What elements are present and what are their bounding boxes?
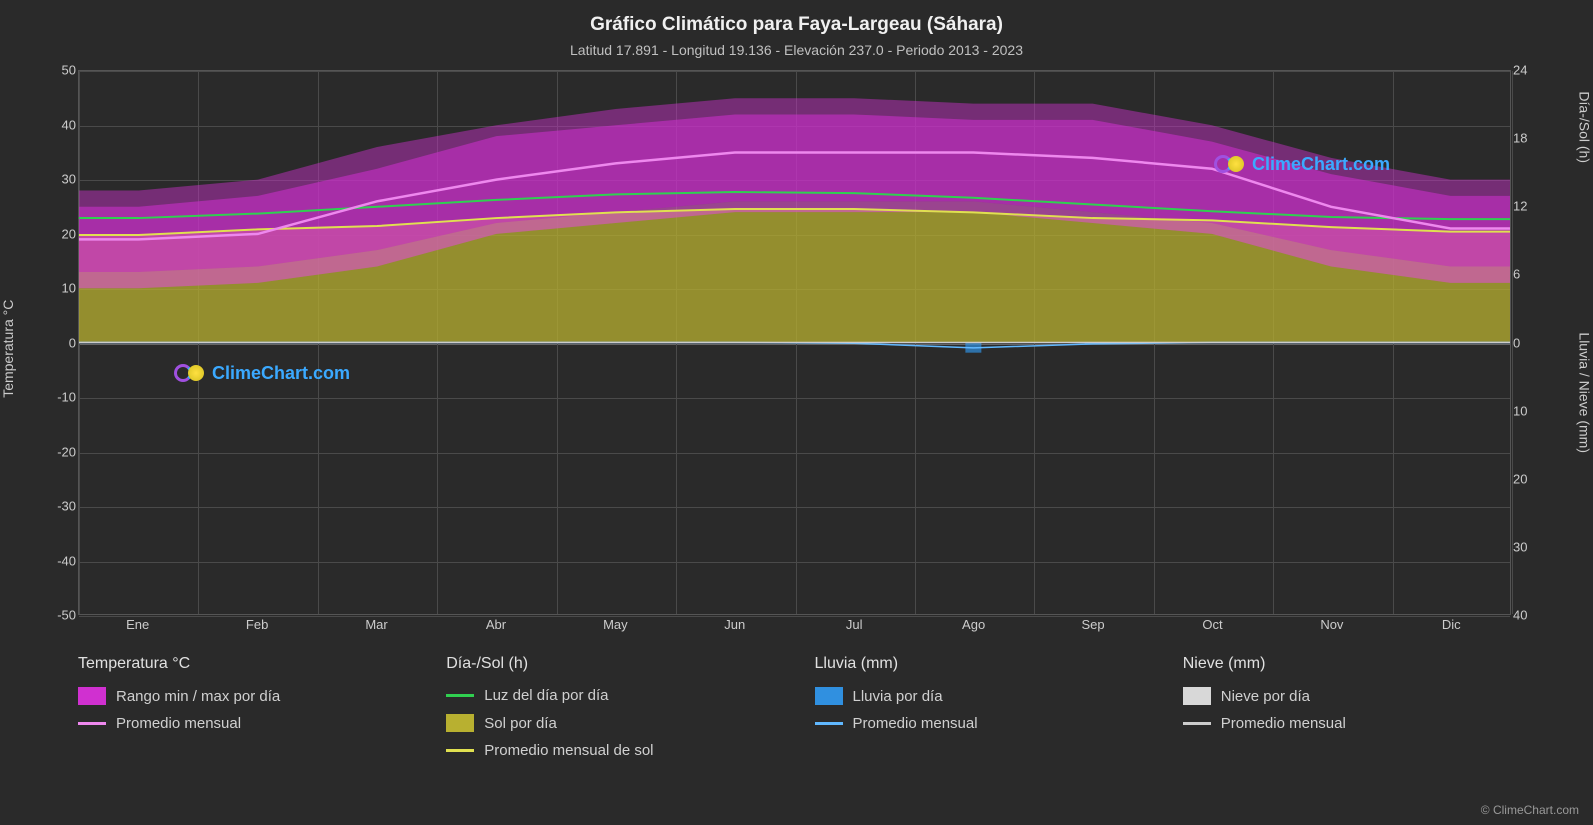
legend-item: Nieve por día — [1183, 687, 1511, 705]
legend-label: Sol por día — [484, 715, 557, 732]
plot-area: ClimeChart.com ClimeChart.com — [78, 70, 1511, 615]
legend-area: Temperatura °C Rango min / max por día Pro… — [78, 655, 1511, 805]
y-tick-left: 40 — [28, 117, 76, 132]
y-tick-right: 24 — [1513, 63, 1561, 78]
x-axis-ticks: Ene Feb Mar Abr May Jun Jul Ago Sep Oct Nov Dic — [78, 617, 1511, 637]
watermark-upper: ClimeChart.com — [1214, 153, 1390, 175]
y-axis-right-ticks: 2418126010203040 — [1513, 70, 1561, 615]
x-tick-month: Ago — [962, 617, 985, 632]
climechart-logo-icon — [174, 362, 206, 384]
y-tick-right: 20 — [1513, 471, 1561, 486]
legend-column: Nieve (mm) Nieve por día Promedio mensual — [1183, 655, 1511, 805]
x-tick-month: Jul — [846, 617, 863, 632]
y-tick-right: 12 — [1513, 199, 1561, 214]
x-tick-month: Ene — [126, 617, 149, 632]
legend-swatch — [815, 722, 843, 725]
legend-item: Luz del día por día — [446, 687, 774, 704]
x-tick-month: Sep — [1081, 617, 1104, 632]
legend-swatch — [1183, 722, 1211, 725]
legend-swatch — [446, 714, 474, 732]
legend-item: Promedio mensual de sol — [446, 742, 774, 759]
copyright-text: © ClimeChart.com — [1481, 803, 1579, 817]
y-tick-right: 0 — [1513, 335, 1561, 350]
legend-column: Temperatura °C Rango min / max por día Pro… — [78, 655, 406, 805]
legend-label: Promedio mensual — [116, 715, 241, 732]
legend-title: Nieve (mm) — [1183, 655, 1511, 673]
x-tick-month: Dic — [1442, 617, 1461, 632]
y-axis-left-ticks: 50403020100-10-20-30-40-50 — [28, 70, 76, 615]
y-axis-right-label-top: Día-/Sol (h) — [1577, 91, 1593, 163]
rain-avg-line — [79, 343, 1510, 348]
legend-item: Lluvia por día — [815, 687, 1143, 705]
legend-label: Promedio mensual de sol — [484, 742, 653, 759]
y-tick-right: 18 — [1513, 131, 1561, 146]
y-axis-right-label-bottom: Lluvia / Nieve (mm) — [1577, 332, 1593, 453]
y-tick-left: -50 — [28, 608, 76, 623]
climate-chart: Gráfico Climático para Faya-Largeau (Sáh… — [0, 0, 1593, 825]
legend-label: Promedio mensual — [1221, 715, 1346, 732]
chart-subtitle: Latitud 17.891 - Longitud 19.136 - Eleva… — [0, 36, 1593, 58]
legend-swatch — [1183, 687, 1211, 705]
legend-label: Lluvia por día — [853, 688, 943, 705]
legend-title: Día-/Sol (h) — [446, 655, 774, 673]
y-tick-left: 30 — [28, 172, 76, 187]
x-tick-month: May — [603, 617, 628, 632]
y-tick-left: 20 — [28, 226, 76, 241]
y-tick-right: 10 — [1513, 403, 1561, 418]
x-tick-month: Abr — [486, 617, 506, 632]
x-tick-month: Oct — [1202, 617, 1222, 632]
legend-swatch — [446, 749, 474, 752]
watermark-brand-text: ClimeChart.com — [1252, 154, 1390, 175]
legend-swatch — [815, 687, 843, 705]
watermark-brand-text: ClimeChart.com — [212, 363, 350, 384]
legend-swatch — [446, 694, 474, 697]
legend-item: Promedio mensual — [1183, 715, 1511, 732]
y-tick-left: -10 — [28, 390, 76, 405]
legend-column: Lluvia (mm) Lluvia por día Promedio mensua… — [815, 655, 1143, 805]
y-tick-left: 50 — [28, 63, 76, 78]
legend-label: Promedio mensual — [853, 715, 978, 732]
y-tick-left: -40 — [28, 553, 76, 568]
legend-label: Nieve por día — [1221, 688, 1310, 705]
y-tick-left: -30 — [28, 499, 76, 514]
x-tick-month: Nov — [1320, 617, 1343, 632]
y-tick-left: -20 — [28, 444, 76, 459]
y-tick-left: 0 — [28, 335, 76, 350]
legend-title: Temperatura °C — [78, 655, 406, 673]
legend-item: Sol por día — [446, 714, 774, 732]
x-tick-month: Mar — [365, 617, 387, 632]
y-tick-right: 30 — [1513, 539, 1561, 554]
y-axis-left-label: Temperatura °C — [0, 299, 16, 397]
watermark-lower: ClimeChart.com — [174, 362, 350, 384]
x-tick-month: Feb — [246, 617, 268, 632]
legend-item: Promedio mensual — [815, 715, 1143, 732]
climechart-logo-icon — [1214, 153, 1246, 175]
legend-item: Promedio mensual — [78, 715, 406, 732]
legend-label: Rango min / max por día — [116, 688, 280, 705]
legend-label: Luz del día por día — [484, 687, 608, 704]
legend-item: Rango min / max por día — [78, 687, 406, 705]
legend-swatch — [78, 687, 106, 705]
legend-column: Día-/Sol (h) Luz del día por día Sol por d… — [446, 655, 774, 805]
x-tick-month: Jun — [724, 617, 745, 632]
y-tick-left: 10 — [28, 281, 76, 296]
legend-title: Lluvia (mm) — [815, 655, 1143, 673]
y-tick-right: 40 — [1513, 608, 1561, 623]
chart-title: Gráfico Climático para Faya-Largeau (Sáh… — [0, 0, 1593, 36]
legend-swatch — [78, 722, 106, 725]
y-tick-right: 6 — [1513, 267, 1561, 282]
